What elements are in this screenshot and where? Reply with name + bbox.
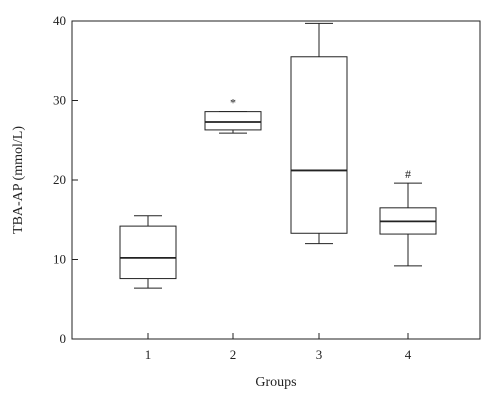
x-axis: 1 2 3 4: [145, 333, 412, 362]
box-iqr: [204, 111, 262, 131]
box-group-3: [290, 22, 348, 245]
plot-frame: [71, 20, 481, 340]
y-tick-label: 10: [53, 252, 66, 267]
x-tick-label: 3: [316, 347, 323, 362]
y-tick-label: 40: [53, 13, 66, 28]
box-iqr: [290, 56, 348, 234]
y-tick-label: 30: [53, 93, 66, 108]
box-group-1: [119, 215, 177, 289]
y-tick-label: 0: [60, 331, 67, 346]
y-axis-title: TBA-AP (mmol/L): [11, 126, 26, 234]
box-group-2: *: [204, 96, 262, 134]
significance-annotation: *: [230, 96, 236, 110]
x-axis-title: Groups: [255, 375, 296, 390]
box-group-4: #: [379, 167, 437, 267]
x-tick-label: 1: [145, 347, 152, 362]
box-iqr: [119, 225, 177, 280]
y-tick-label: 20: [53, 172, 66, 187]
significance-annotation: #: [405, 167, 411, 181]
boxes-layer: *#: [119, 22, 437, 289]
x-tick-label: 2: [230, 347, 237, 362]
y-axis: 0 10 20 30 40: [53, 13, 78, 346]
x-tick-label: 4: [405, 347, 412, 362]
